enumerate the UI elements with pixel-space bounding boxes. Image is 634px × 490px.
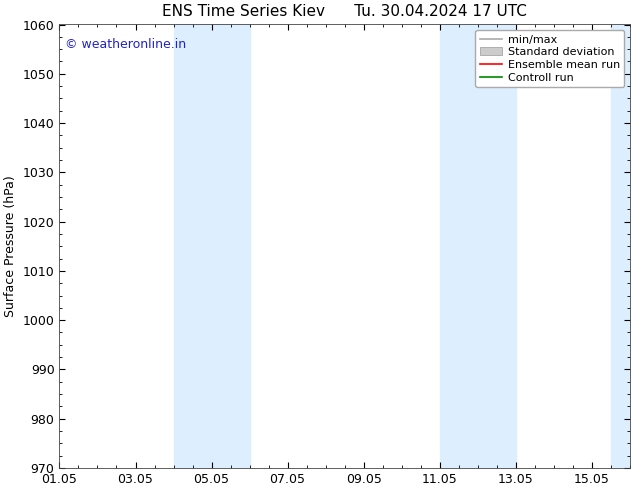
Bar: [440, 24, 515, 468]
Bar: [611, 24, 630, 468]
Y-axis label: Surface Pressure (hPa): Surface Pressure (hPa): [4, 175, 17, 317]
Legend: min/max, Standard deviation, Ensemble mean run, Controll run: min/max, Standard deviation, Ensemble me…: [476, 30, 624, 87]
Bar: [174, 24, 250, 468]
Text: © weatheronline.in: © weatheronline.in: [65, 38, 186, 51]
Title: ENS Time Series Kiev      Tu. 30.04.2024 17 UTC: ENS Time Series Kiev Tu. 30.04.2024 17 U…: [162, 4, 527, 19]
